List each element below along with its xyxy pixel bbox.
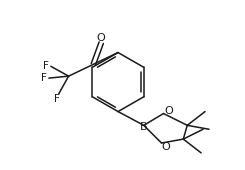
Text: F: F [54,94,60,104]
Text: O: O [161,142,170,152]
Text: F: F [43,61,49,71]
Text: F: F [41,73,47,83]
Text: O: O [97,33,106,43]
Text: O: O [164,106,173,116]
Text: B: B [140,122,147,132]
